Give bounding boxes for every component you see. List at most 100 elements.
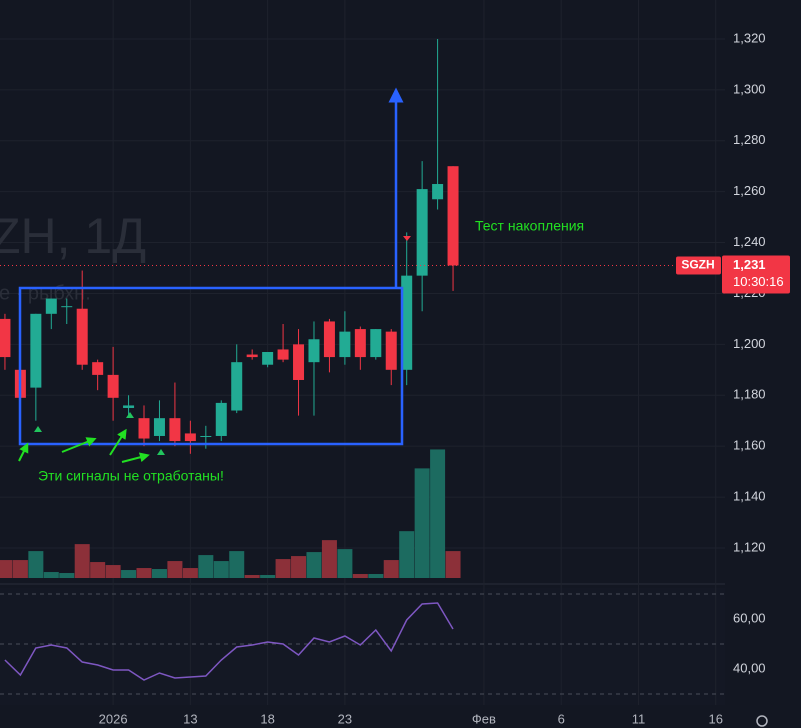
symbol-label: SGZH (681, 258, 714, 272)
candle-body (215, 402, 227, 436)
y-tick-label: 1,180 (733, 387, 766, 402)
volume-bar (213, 561, 229, 578)
annotation: Эти сигналы не отработаны! (38, 468, 224, 484)
candle-body (45, 298, 57, 314)
signal (157, 449, 165, 455)
candle-body (354, 329, 366, 358)
volume-bar (0, 560, 13, 578)
volume-bar (337, 549, 353, 578)
last-price-label: 1,231 (733, 257, 766, 272)
candle-body (0, 318, 11, 358)
y-tick-label: 1,300 (733, 81, 766, 96)
volume-bar (167, 561, 183, 578)
x-tick-label: 6 (558, 711, 565, 726)
signal (34, 426, 42, 432)
volume-bar (414, 468, 430, 578)
annotation: Тест накопления (475, 218, 584, 234)
rsi-pane (0, 588, 725, 705)
candle-body (153, 418, 165, 436)
volume-bar (12, 560, 28, 578)
volume-bar (90, 562, 106, 578)
candle-body (293, 344, 305, 380)
candle-body (339, 331, 351, 358)
volume-bar (136, 568, 152, 578)
settings-icon[interactable] (756, 715, 768, 727)
candle-body (370, 329, 382, 358)
x-tick-label: Фев (472, 711, 496, 726)
volume-bar (121, 570, 137, 578)
marks (0, 38, 725, 681)
volume-bar (399, 531, 415, 578)
signal-markers (34, 412, 165, 455)
y-tick-label: 1,120 (733, 539, 766, 554)
axis: 1,1201,1401,1601,1801,2001,2201,2401,260… (99, 30, 790, 726)
rsi-line (4, 602, 454, 681)
volume-bar (151, 569, 167, 578)
watermark-sub: ке · рыбхн. (0, 282, 91, 304)
volume-bar (383, 560, 399, 578)
candle-body (246, 354, 258, 358)
volume-bar (105, 565, 121, 578)
candle-body (76, 308, 88, 365)
volume-bar (321, 540, 337, 578)
y-tick-label: 1,140 (733, 489, 766, 504)
arrow (121, 452, 150, 463)
x-tick-label: 2026 (99, 711, 128, 726)
signal (126, 412, 134, 418)
volume-bar (244, 575, 260, 578)
symbol-badge (676, 256, 721, 275)
candle-body (92, 362, 104, 375)
volume-bar (229, 551, 245, 578)
volume-bar (275, 559, 291, 578)
volume-bar (74, 544, 90, 578)
rsi-tick-label: 40,00 (733, 660, 766, 675)
candle-body (107, 374, 119, 398)
rsi-tick-label: 60,00 (733, 610, 766, 625)
candle-body (30, 313, 42, 388)
candle-body (308, 339, 320, 363)
candle-body (169, 418, 181, 442)
candle-body (123, 405, 135, 408)
candle-body (184, 433, 196, 442)
x-tick-label: 18 (260, 711, 274, 726)
volume-bar (368, 574, 384, 578)
arrow (109, 428, 127, 456)
volume-bar (182, 568, 198, 578)
arrow (61, 437, 97, 453)
candle-body (200, 435, 212, 437)
candle-body (323, 321, 335, 358)
x-tick-label: 11 (632, 711, 646, 726)
candle-body (447, 166, 459, 266)
price-badge (722, 255, 790, 294)
y-tick-label: 1,240 (733, 234, 766, 249)
candle-body (231, 362, 243, 411)
range-box (18, 286, 404, 446)
candle-body (61, 306, 73, 308)
sell-marker (403, 236, 411, 241)
x-tick-label: 23 (338, 711, 352, 726)
volume-bar (59, 573, 75, 578)
y-tick-label: 1,280 (733, 132, 766, 147)
volume-bar (352, 574, 368, 578)
volume-bar (291, 556, 307, 578)
volume-bar (430, 449, 446, 578)
watermark: ZH, 1Д (0, 208, 146, 264)
volume-bar (198, 555, 214, 578)
y-tick-label: 1,320 (733, 30, 766, 45)
volume-bar (260, 575, 276, 578)
candle-body (262, 351, 274, 365)
candle-body (432, 184, 444, 200)
candle-body (138, 418, 150, 439)
candle-body (277, 349, 289, 360)
x-tick-label: 13 (183, 711, 197, 726)
volume-bar (43, 572, 59, 578)
volume-bar (445, 551, 461, 578)
y-tick-label: 1,200 (733, 336, 766, 351)
signal-arrows (18, 428, 150, 463)
countdown: 10:30:16 (733, 274, 784, 289)
volume-bar (28, 551, 44, 578)
x-tick-label: 16 (708, 711, 722, 726)
candle-body (401, 275, 413, 370)
